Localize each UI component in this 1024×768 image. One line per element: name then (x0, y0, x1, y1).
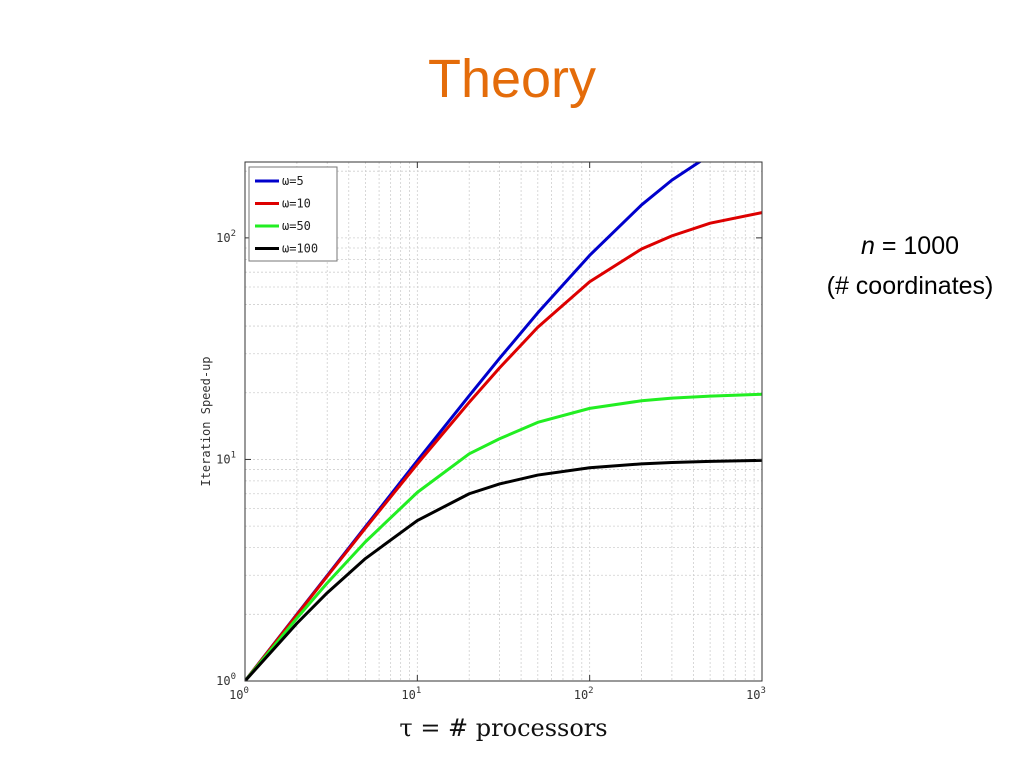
series-line-4 (245, 458, 762, 681)
legend: ω=5 ω=10 ω=50 ω=100 (248, 166, 338, 262)
y-tick-label: 101 (216, 450, 236, 466)
axes-box (244, 161, 763, 682)
legend-box (248, 166, 338, 262)
series-line-2 (245, 211, 762, 681)
side-note-line1: n = 1000 (790, 226, 1024, 266)
series-line-3 (245, 392, 762, 681)
x-tick-label: 102 (574, 686, 594, 702)
legend-label: ω=5 (282, 174, 304, 188)
legend-label: ω=100 (282, 242, 318, 256)
side-note-value: = 1000 (874, 232, 959, 260)
x-tick-label: 103 (746, 686, 766, 702)
side-note-variable: n (860, 232, 875, 260)
y-tick-label: 100 (216, 672, 236, 688)
side-note: n = 1000 (# coordinates) (790, 226, 1024, 306)
y-tick-label: 102 (216, 229, 236, 245)
x-tick-label: 101 (401, 686, 421, 702)
y-axis-label: Iteration Speed-up (199, 356, 213, 486)
legend-label: ω=50 (282, 219, 311, 233)
slide-title: Theory (427, 49, 597, 109)
x-tick-label: 100 (229, 686, 249, 702)
side-note-line2: (# coordinates) (826, 272, 994, 300)
legend-label: ω=10 (282, 197, 311, 211)
x-axis-label: τ = # processors (399, 714, 607, 742)
